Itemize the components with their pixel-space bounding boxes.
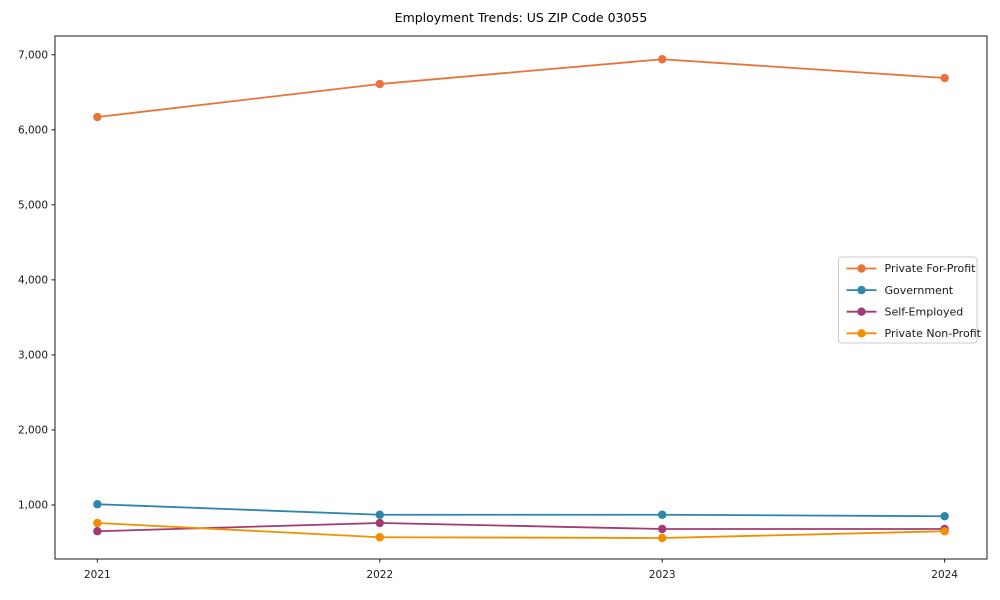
data-point-self-employed [658,524,667,534]
data-point-private-for-profit [93,112,102,122]
legend-label: Private For-Profit [885,262,977,275]
legend-item-private-for-profit: Private For-Profit [846,262,977,275]
data-point-self-employed [93,527,102,536]
data-point-private-non-profit [375,533,384,542]
legend-item-private-non-profit: Private Non-Profit [846,327,982,340]
y-tick-label: 3,000 [18,349,48,361]
data-point-self-employed [375,518,384,528]
data-point-government [658,510,667,519]
chart-title: Employment Trends: US ZIP Code 03055 [394,10,648,25]
legend-label: Self-Employed [885,305,964,318]
data-point-government [940,512,949,521]
y-tick-label: 5,000 [18,199,48,211]
legend-label: Private Non-Profit [885,327,982,340]
y-tick-label: 4,000 [18,274,48,286]
data-point-private-for-profit [375,79,384,89]
legend-marker [857,329,866,338]
legend-item-government: Government [846,284,954,297]
series-line-private-non-profit [97,522,945,539]
legend-marker [857,264,866,273]
x-tick-label: 2022 [366,569,393,581]
y-tick-label: 7,000 [18,49,48,61]
x-tick-label: 2024 [931,569,958,581]
y-tick-label: 2,000 [18,424,48,436]
series-line-government [97,503,945,518]
series-line-self-employed [97,522,945,533]
data-point-private-non-profit [940,527,949,536]
legend-marker [857,307,866,316]
data-point-government [93,500,102,509]
series-line-private-for-profit [97,58,945,118]
legend-item-self-employed: Self-Employed [846,305,964,318]
data-point-private-for-profit [940,73,949,83]
y-tick-label: 6,000 [18,124,48,136]
legend-box [838,256,978,344]
plot-frame [54,35,988,560]
legend-marker [857,285,866,295]
y-tick-label: 1,000 [18,499,48,511]
x-tick-label: 2021 [84,569,111,581]
data-point-government [375,510,384,519]
data-point-private-for-profit [658,55,667,64]
data-point-private-non-profit [658,533,667,543]
data-point-private-non-profit [93,518,102,528]
legend-label: Government [885,284,954,297]
x-tick-label: 2023 [649,569,676,581]
